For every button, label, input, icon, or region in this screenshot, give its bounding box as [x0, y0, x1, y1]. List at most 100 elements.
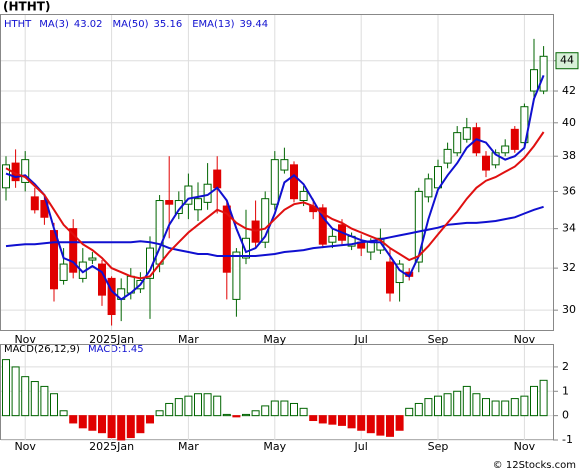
macd-bar — [338, 415, 346, 426]
candle-body — [501, 145, 510, 154]
candle-body — [299, 190, 308, 202]
x-tick-label: Jul — [354, 333, 368, 346]
x-tick-label: 2025Jan — [89, 333, 134, 346]
macd-bar — [40, 385, 49, 417]
legend-value: 39.44 — [240, 19, 269, 30]
macd-bar — [520, 395, 529, 417]
macd-bar — [203, 393, 212, 417]
legend-name: EMA(13) — [192, 19, 234, 30]
candle-body — [21, 159, 30, 183]
x-tick-label: Nov — [14, 440, 36, 453]
macd-bar — [386, 415, 394, 437]
macd-bar — [510, 398, 519, 417]
candle-body — [261, 198, 270, 243]
candle-body — [510, 128, 519, 150]
macd-bar — [530, 385, 538, 417]
macd-bar — [462, 385, 471, 417]
macd-bar — [376, 415, 385, 436]
x-tick-label: May — [263, 333, 286, 346]
macd-bar — [155, 410, 164, 417]
macd-bar — [270, 400, 279, 417]
macd-bar — [242, 413, 250, 417]
macd-bar — [174, 398, 183, 417]
macd-title: MACD(26,12,9) — [4, 344, 80, 355]
candle-body — [424, 178, 433, 198]
candle-body — [539, 55, 548, 92]
ma-line — [5, 75, 545, 301]
macd-bar — [395, 415, 404, 431]
macd-bar — [328, 415, 337, 425]
macd-bar — [443, 393, 452, 417]
candle-body — [222, 205, 231, 273]
macd-bar — [366, 415, 375, 434]
macd-bar — [290, 402, 298, 417]
x-tick-label: Mar — [178, 440, 199, 453]
macd-bar — [78, 415, 87, 429]
candle-body — [59, 263, 68, 281]
macd-bar — [280, 400, 289, 417]
y-tick-label: 42 — [562, 84, 576, 97]
macd-bar — [482, 398, 490, 417]
candle-body — [232, 251, 241, 300]
candle-body — [453, 132, 462, 154]
macd-bar — [318, 415, 327, 424]
candle-body — [30, 196, 39, 211]
x-tick-label: May — [263, 440, 286, 453]
macd-bar — [117, 415, 126, 441]
macd-bar — [21, 376, 30, 417]
macd-bar — [501, 400, 510, 417]
macd-bar — [146, 415, 154, 424]
candle-body — [98, 263, 106, 296]
macd-bar — [194, 393, 202, 417]
candle-body — [88, 257, 97, 261]
legend-name: MA(3) — [39, 19, 69, 30]
macd-bar — [126, 415, 135, 439]
candle-body — [280, 159, 289, 171]
candle-body — [414, 190, 423, 263]
macd-bar — [222, 413, 231, 417]
candle-body — [242, 237, 250, 259]
candle-body — [107, 277, 116, 316]
price-frame — [0, 14, 554, 331]
candle-body — [462, 127, 471, 140]
legend-symbol: HTHT — [4, 19, 32, 30]
chart-title: (HTHT) — [3, 0, 50, 14]
legend-name: MA(50) — [113, 19, 149, 30]
macd-bar — [184, 395, 193, 417]
candle-body — [213, 169, 222, 189]
ma-line — [5, 205, 544, 257]
macd-reading: MACD:1.45 — [88, 344, 144, 355]
x-tick-label: Mar — [178, 333, 199, 346]
y-tick-label: 34 — [562, 222, 576, 235]
macd-bar — [434, 395, 442, 417]
macd-bar — [11, 366, 20, 417]
candle-body — [482, 155, 490, 171]
y-tick-label: 36 — [562, 184, 576, 197]
macd-bar — [405, 407, 414, 417]
candle-body — [443, 148, 452, 164]
macd-bar — [261, 405, 270, 417]
macd-bar — [472, 393, 481, 417]
x-tick-label: 2025Jan — [89, 440, 134, 453]
macd-bar — [414, 402, 423, 417]
candle-body — [2, 164, 10, 189]
y-tick-label: 30 — [562, 303, 576, 316]
macd-bar — [213, 395, 222, 417]
x-tick-label: Jul — [354, 440, 368, 453]
macd-bar — [59, 410, 68, 417]
y-tick-label: 0 — [562, 409, 569, 422]
y-tick-label: 38 — [562, 149, 576, 162]
candle-body — [328, 235, 337, 243]
y-tick-label: 40 — [562, 116, 576, 129]
macd-bar — [50, 393, 58, 417]
macd-bar — [165, 402, 174, 417]
candle-body — [69, 228, 78, 273]
y-tick-label: 1 — [562, 384, 569, 397]
macd-bar — [69, 415, 78, 424]
macd-bar — [453, 390, 462, 417]
macd-bar — [232, 415, 241, 418]
legend-value: 43.02 — [74, 19, 103, 30]
footer: © 12Stocks.com — [493, 460, 576, 471]
ma-line — [5, 131, 545, 280]
